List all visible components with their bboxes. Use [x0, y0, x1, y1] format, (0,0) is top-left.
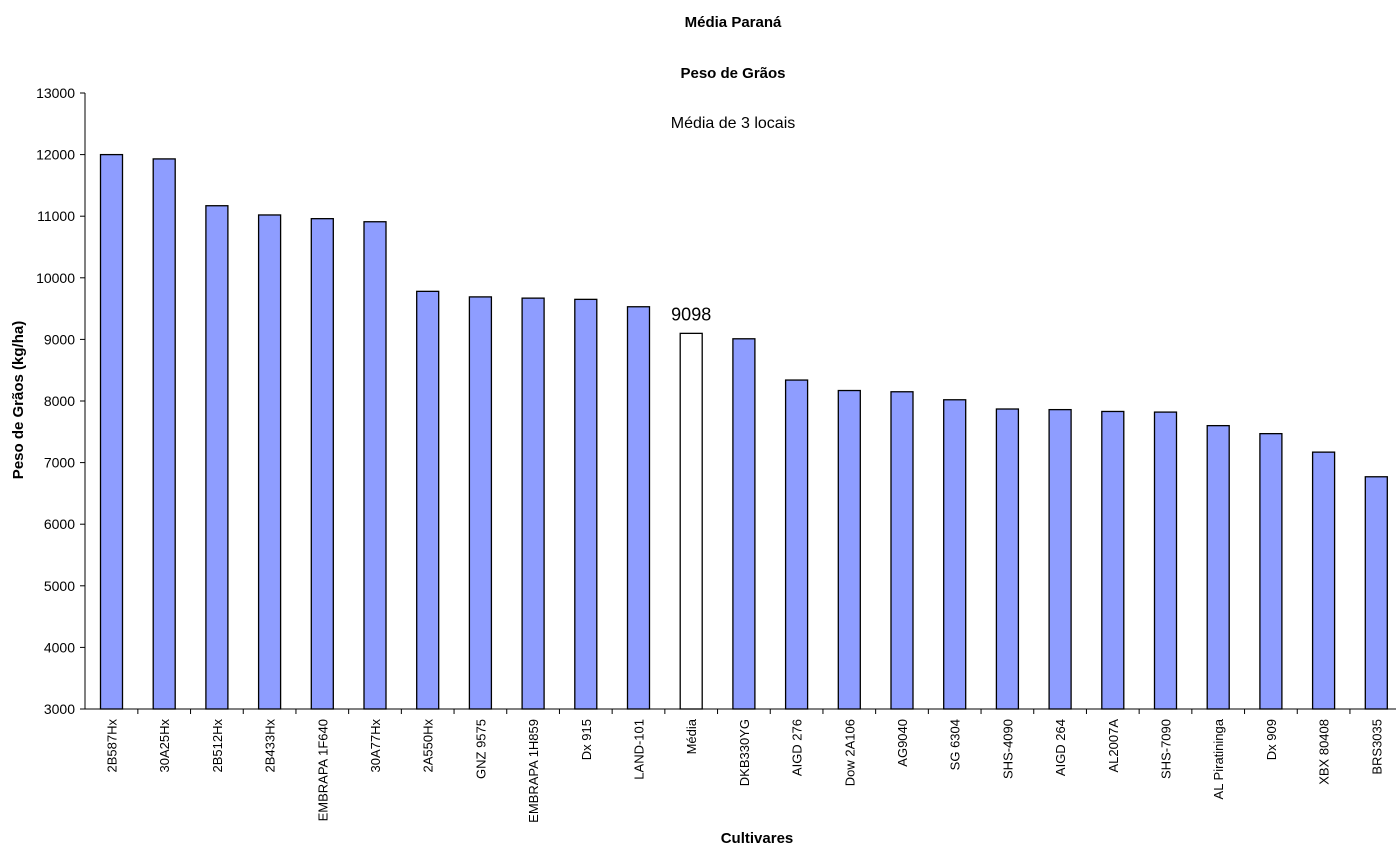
bar — [732, 338, 756, 710]
bar — [943, 399, 967, 710]
y-axis-label: Peso de Grãos (kg/ha) — [10, 321, 27, 479]
x-tick-label: SHS-7090 — [1159, 719, 1174, 779]
bar — [99, 153, 124, 710]
bar — [205, 205, 229, 710]
chart-annotation: Média de 3 locais — [671, 115, 796, 132]
x-tick-label: AIGD 276 — [790, 719, 805, 776]
chart-title: Média Paraná — [685, 14, 782, 31]
x-tick-label: Dx 909 — [1264, 719, 1279, 760]
bar — [257, 214, 282, 710]
x-tick-label: Dow 2A106 — [842, 719, 857, 786]
bar — [152, 158, 176, 710]
x-tick-label: AL Piratininga — [1211, 718, 1226, 799]
y-tick-label: 7000 — [44, 455, 75, 471]
x-tick-label: EMBRAPA 1F640 — [315, 719, 330, 821]
bar — [1311, 451, 1336, 710]
bar — [1153, 411, 1178, 710]
x-tick-label: BRS3035 — [1369, 719, 1384, 775]
y-tick-label: 3000 — [44, 701, 75, 717]
y-tick-label: 4000 — [44, 639, 75, 655]
bar — [1101, 410, 1125, 710]
y-tick-label: 13000 — [36, 85, 75, 101]
x-tick-label: SG 6304 — [948, 719, 963, 770]
bar — [1259, 432, 1283, 710]
x-tick-label: SHS-4090 — [1000, 719, 1015, 779]
bar-media — [679, 332, 703, 710]
x-tick-label: AIGD 264 — [1053, 719, 1068, 776]
bar — [784, 379, 809, 710]
bar — [626, 306, 651, 710]
y-axis-ticks: 3000 4000 5000 6000 7000 8000 9000 10000 11000 12… — [36, 85, 85, 717]
y-tick-label: 5000 — [44, 578, 75, 594]
x-axis-tick-labels: 2B587Hx 30A25Hx 2B512Hx 2B433Hx EMBRAPA 1F64… — [105, 709, 1384, 823]
x-tick-label: GNZ 9575 — [473, 719, 488, 779]
bar — [468, 296, 493, 710]
data-label-media: 9098 — [671, 304, 711, 324]
y-tick-label: 12000 — [36, 147, 75, 163]
x-tick-label: Média — [684, 718, 699, 754]
x-tick-label: DKB330YG — [737, 719, 752, 786]
x-tick-label: 30A25Hx — [157, 719, 172, 773]
x-tick-label: EMBRAPA 1H859 — [526, 719, 541, 823]
x-tick-label: 2A550Hx — [421, 719, 436, 773]
x-tick-label: LAND-101 — [632, 719, 647, 780]
bar — [995, 408, 1020, 710]
bar — [310, 218, 334, 710]
y-tick-label: 11000 — [37, 208, 75, 224]
x-axis-label: Cultivares — [721, 830, 794, 847]
x-tick-label: 2B433Hx — [263, 719, 278, 773]
bar — [521, 297, 545, 710]
y-tick-label: 10000 — [36, 270, 75, 286]
bar — [1048, 408, 1072, 710]
x-tick-label: 30A77Hx — [368, 719, 383, 773]
x-tick-label: AL2007A — [1106, 719, 1121, 773]
x-tick-label: 2B512Hx — [210, 719, 225, 773]
bar — [574, 298, 598, 710]
x-tick-label: AG9040 — [895, 719, 910, 767]
bar — [363, 221, 387, 710]
y-tick-label: 9000 — [44, 331, 75, 347]
chart-subtitle: Peso de Grãos — [680, 65, 785, 82]
y-tick-label: 6000 — [44, 516, 75, 532]
x-tick-label: Dx 915 — [579, 719, 594, 760]
bar — [1364, 476, 1388, 710]
y-tick-label: 8000 — [44, 393, 75, 409]
bar — [416, 290, 440, 710]
x-tick-label: 2B587Hx — [105, 719, 120, 773]
bar — [837, 389, 861, 710]
bars — [99, 153, 1388, 710]
bar — [890, 391, 914, 710]
bar — [1206, 424, 1230, 710]
x-tick-label: XBX 80408 — [1317, 719, 1332, 785]
